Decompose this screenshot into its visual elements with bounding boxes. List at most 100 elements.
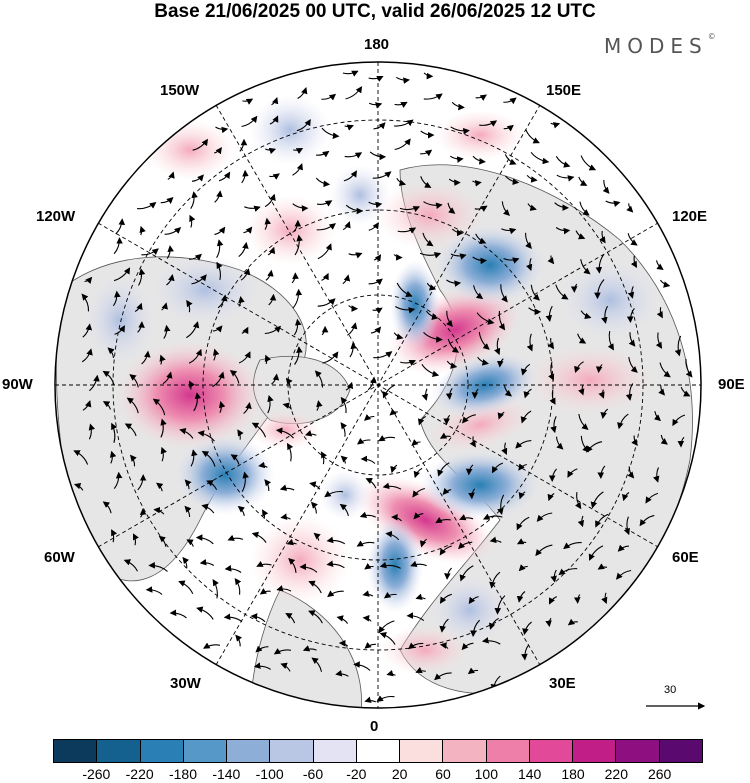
wind-arrow xyxy=(372,171,392,179)
wind-arrow xyxy=(160,197,174,204)
wind-arrow xyxy=(112,290,121,307)
wind-arrow xyxy=(338,639,349,647)
wind-arrow xyxy=(134,302,143,312)
wind-arrow xyxy=(475,94,487,101)
wind-arrow xyxy=(293,147,304,155)
wind-arrow xyxy=(645,492,659,504)
lon-label-150w: 150W xyxy=(160,82,200,99)
wind-arrow xyxy=(421,388,429,401)
wind-arrow xyxy=(548,468,558,482)
colorbar-tick-label: 140 xyxy=(517,766,542,782)
wind-arrow xyxy=(525,232,532,249)
wind-arrow xyxy=(623,516,630,536)
wind-arrow xyxy=(590,491,604,509)
wind-arrow xyxy=(394,138,411,151)
lon-label-0: 0 xyxy=(370,718,379,735)
wind-arrow xyxy=(141,350,151,365)
wind-arrow xyxy=(386,669,396,677)
wind-arrow xyxy=(373,254,382,262)
wind-arrow xyxy=(501,201,510,216)
wind-arrow xyxy=(677,436,685,448)
vector-scale-label: 30 xyxy=(664,684,677,696)
wind-arrow xyxy=(139,225,146,236)
wind-arrow xyxy=(195,534,214,545)
wind-arrow xyxy=(400,360,416,366)
wind-arrow xyxy=(126,397,139,414)
wind-arrow xyxy=(107,347,115,358)
wind-arrow xyxy=(595,364,603,374)
wind-arrow xyxy=(250,613,266,623)
wind-arrow xyxy=(516,591,526,603)
wind-arrow xyxy=(545,617,552,628)
wind-arrow xyxy=(212,579,219,599)
colorbar xyxy=(53,739,703,763)
wind-arrow xyxy=(379,632,396,645)
wind-arrow xyxy=(658,385,666,396)
wind-arrow xyxy=(450,253,467,260)
wind-arrow xyxy=(342,70,359,77)
wind-arrow xyxy=(138,268,146,286)
wind-arrow xyxy=(501,227,517,235)
wind-arrow xyxy=(113,237,123,255)
wind-arrow xyxy=(586,441,603,453)
wind-arrow xyxy=(417,415,426,426)
wind-arrow xyxy=(189,214,196,228)
wind-arrow xyxy=(335,670,349,677)
wind-arrow xyxy=(451,101,465,111)
wind-arrow xyxy=(265,147,277,155)
wind-arrow xyxy=(617,544,629,552)
wind-arrow xyxy=(218,401,226,413)
wind-arrow xyxy=(573,594,581,604)
wind-arrow xyxy=(555,284,569,300)
wind-arrow xyxy=(190,191,198,210)
wind-arrow xyxy=(349,342,357,358)
colorbar-tick-label: 100 xyxy=(474,766,499,782)
wind-arrow xyxy=(439,642,449,649)
wind-arrow xyxy=(621,492,630,502)
wind-arrow xyxy=(595,513,609,528)
wind-arrow xyxy=(601,592,608,605)
wind-arrow xyxy=(483,513,503,520)
wind-arrow xyxy=(145,586,163,595)
wind-arrow xyxy=(310,501,318,514)
wind-arrow xyxy=(653,411,662,422)
wind-arrow xyxy=(82,323,93,338)
wind-arrow xyxy=(178,580,194,595)
wind-arrow xyxy=(497,494,505,515)
wind-arrow xyxy=(179,427,194,439)
colorbar-tick-label: 20 xyxy=(391,766,408,782)
wind-arrow xyxy=(163,324,171,339)
wind-arrow xyxy=(382,482,402,490)
wind-arrow xyxy=(340,422,348,437)
wind-arrow xyxy=(547,337,555,350)
wind-arrow xyxy=(548,361,555,381)
wind-arrow xyxy=(321,272,329,281)
colorbar-swatch xyxy=(227,740,271,762)
wind-arrow xyxy=(317,298,336,307)
wind-arrow xyxy=(256,560,272,567)
wind-arrow xyxy=(164,227,182,235)
wind-arrow xyxy=(530,151,550,165)
wind-arrow xyxy=(102,370,115,385)
wind-arrow xyxy=(547,255,555,265)
wind-arrow xyxy=(88,423,96,440)
wind-arrow xyxy=(186,321,200,339)
wind-arrow xyxy=(73,482,84,491)
wind-arrow xyxy=(235,634,243,647)
wind-arrow xyxy=(459,514,474,521)
wind-arrow xyxy=(555,227,571,235)
wind-arrow xyxy=(476,312,495,325)
wind-arrow xyxy=(434,672,452,681)
wind-arrow xyxy=(238,351,251,364)
wind-arrow xyxy=(368,278,383,286)
wind-arrow xyxy=(141,248,159,256)
wind-arrow xyxy=(504,175,520,186)
wind-arrow xyxy=(280,513,291,520)
wind-arrow xyxy=(368,75,384,82)
vector-scale-arrow xyxy=(646,702,706,710)
lon-label-30w: 30W xyxy=(170,675,201,692)
wind-arrow xyxy=(389,408,398,416)
wind-arrow xyxy=(326,536,346,545)
wind-arrow xyxy=(206,480,218,490)
wind-arrow xyxy=(475,233,487,244)
